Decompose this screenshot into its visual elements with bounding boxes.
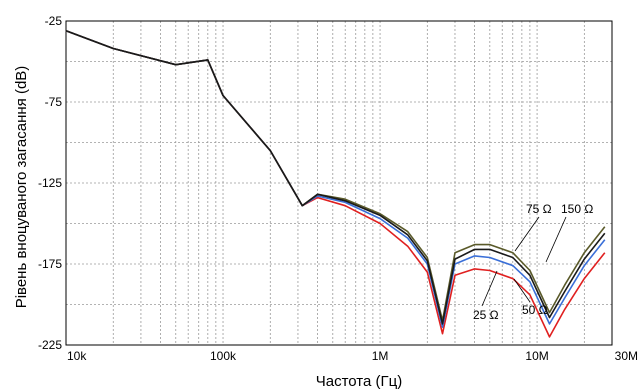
annotation-leader <box>514 216 540 252</box>
x-axis-ticks: 10k 100k 1M 10M 30M <box>67 349 638 363</box>
annotation-leader <box>545 216 567 263</box>
series-annotation: 75 Ω <box>526 202 552 216</box>
y-tick-label: -125 <box>38 176 62 190</box>
x-tick-label: 10M <box>525 349 548 363</box>
annotation-leader <box>481 270 498 307</box>
series-annotation: 50 Ω <box>522 303 548 317</box>
x-tick-label: 30M <box>615 349 638 363</box>
y-tick-label: -25 <box>45 14 63 28</box>
x-tick-label: 1M <box>372 349 389 363</box>
x-tick-label: 100k <box>210 349 237 363</box>
x-axis-title: Частота (Гц) <box>316 373 402 390</box>
grid <box>66 21 613 345</box>
plot-frame <box>65 20 613 346</box>
series-lines <box>65 29 606 338</box>
series-line <box>65 29 606 325</box>
y-tick-label: -175 <box>38 257 62 271</box>
y-tick-label: -225 <box>38 338 62 352</box>
x-tick-label: 10k <box>67 349 87 363</box>
annotation-leader <box>513 278 531 303</box>
y-tick-label: -75 <box>45 95 63 109</box>
series-annotation: 150 Ω <box>561 202 593 216</box>
series-line <box>65 29 606 338</box>
series-annotation: 25 Ω <box>473 308 499 322</box>
y-axis-ticks: -25 -75 -125 -175 -225 <box>38 14 62 352</box>
y-axis-title: Рівень вноцуваного загасання (dB) <box>13 66 30 309</box>
annotations: 75 Ω 150 Ω 25 Ω 50 Ω <box>473 202 593 322</box>
series-line <box>65 29 606 328</box>
